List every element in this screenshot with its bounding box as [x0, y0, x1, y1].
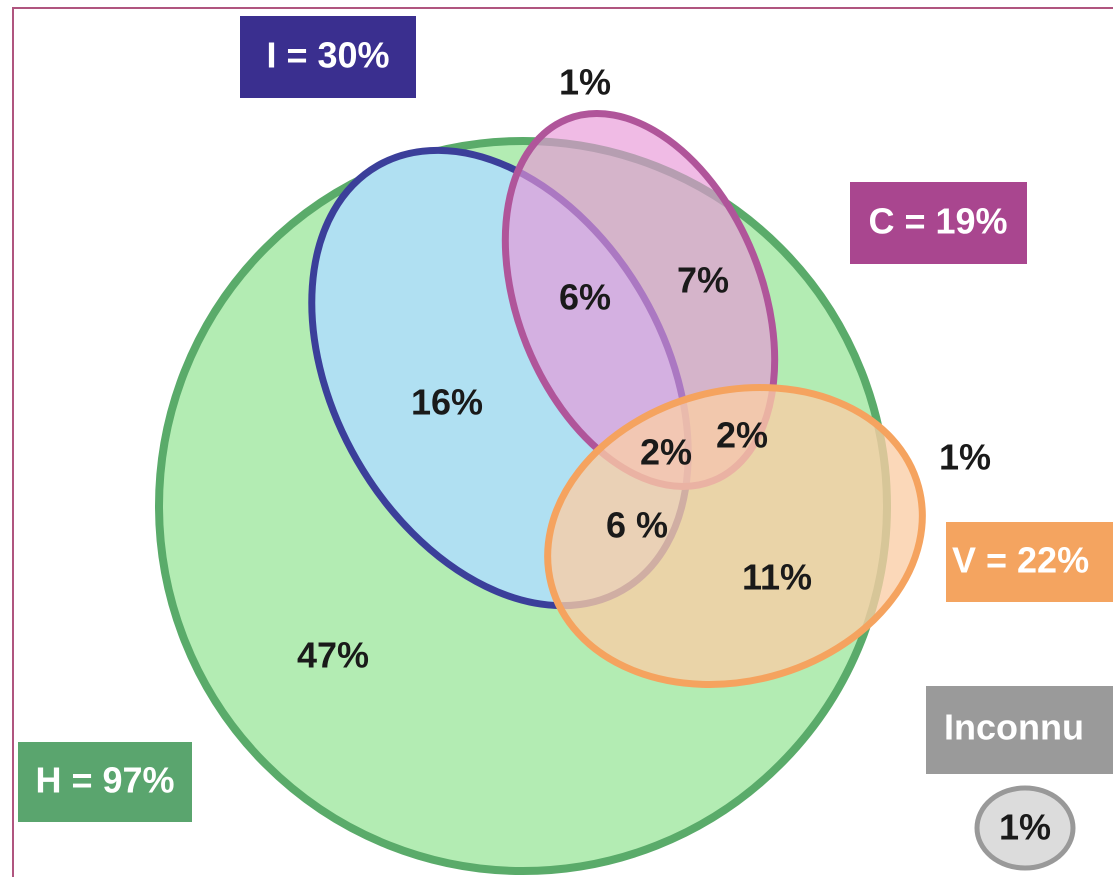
region-label: 47% [297, 635, 369, 676]
set-label: Inconnu [944, 707, 1084, 748]
region-label: 2% [640, 432, 692, 473]
unknown-bubble [974, 785, 1076, 871]
region-label: 6% [559, 277, 611, 318]
set-label: C = 19% [868, 201, 1007, 242]
set-v [544, 384, 926, 688]
region-label: 6 % [606, 505, 668, 546]
set-v-tag [946, 522, 1113, 602]
set-c-tag [850, 182, 1027, 264]
region-label: 1% [939, 437, 991, 478]
region-label: 1% [999, 807, 1051, 848]
region-label: 11% [742, 557, 812, 598]
region-label: 7% [677, 260, 729, 301]
set-label: I = 30% [266, 35, 389, 76]
set-label: V = 22% [952, 540, 1089, 581]
region-label: 2% [716, 415, 768, 456]
region-label: 1% [559, 62, 611, 103]
unknown-tag [926, 686, 1113, 774]
region-label: 16% [411, 382, 483, 423]
set-label: H = 97% [35, 760, 174, 801]
set-i-tag [240, 16, 416, 98]
set-h-tag [18, 742, 192, 822]
